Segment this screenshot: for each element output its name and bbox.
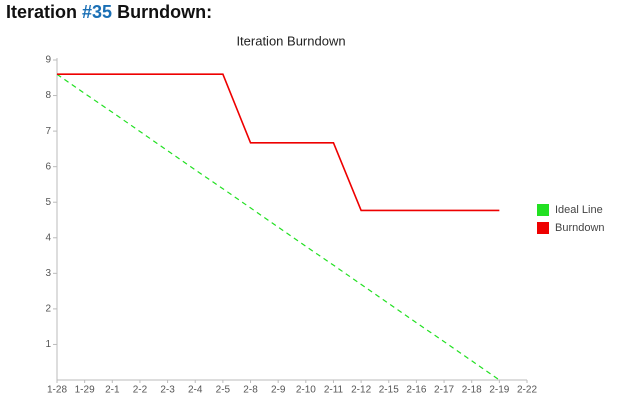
x-tick-label: 2-12 <box>351 385 371 396</box>
x-tick-label: 2-22 <box>517 385 537 396</box>
legend-label: Ideal Line <box>555 204 603 216</box>
x-tick-label: 2-9 <box>271 385 286 396</box>
x-tick-label: 1-29 <box>75 385 95 396</box>
x-tick-label: 2-10 <box>296 385 316 396</box>
legend-swatch <box>537 204 549 216</box>
x-tick-label: 2-1 <box>105 385 120 396</box>
series-line <box>56 73 500 381</box>
x-tick-label: 2-19 <box>489 385 509 396</box>
x-tick-label: 2-11 <box>324 385 344 396</box>
legend-swatch <box>537 222 549 234</box>
iteration-link[interactable]: #35 <box>82 2 113 22</box>
y-tick-label: 6 <box>45 161 51 172</box>
x-tick-label: 2-3 <box>160 385 175 396</box>
x-tick-label: 2-5 <box>216 385 231 396</box>
series-line <box>57 73 500 212</box>
x-tick-label: 2-18 <box>462 385 482 396</box>
header: Iteration #35 Burndown: <box>6 2 212 23</box>
header-prefix: Iteration <box>6 2 78 22</box>
legend-label: Burndown <box>555 222 605 234</box>
y-tick-label: 3 <box>45 268 51 279</box>
y-tick-label: 9 <box>45 55 51 66</box>
y-tick-label: 5 <box>45 197 51 208</box>
chart-title: Iteration Burndown <box>236 33 345 48</box>
x-tick-label: 1-28 <box>47 385 67 396</box>
y-tick-label: 1 <box>45 339 51 350</box>
y-tick-label: 8 <box>45 90 51 101</box>
y-tick-label: 4 <box>45 232 51 243</box>
x-tick-label: 2-2 <box>133 385 148 396</box>
x-tick-label: 2-16 <box>406 385 426 396</box>
header-suffix: Burndown: <box>117 2 213 22</box>
y-tick-label: 7 <box>45 126 51 137</box>
x-tick-label: 2-17 <box>434 385 454 396</box>
y-tick-label: 2 <box>45 304 51 315</box>
x-tick-label: 2-4 <box>188 385 203 396</box>
x-tick-label: 2-15 <box>379 385 399 396</box>
x-tick-label: 2-8 <box>243 385 258 396</box>
